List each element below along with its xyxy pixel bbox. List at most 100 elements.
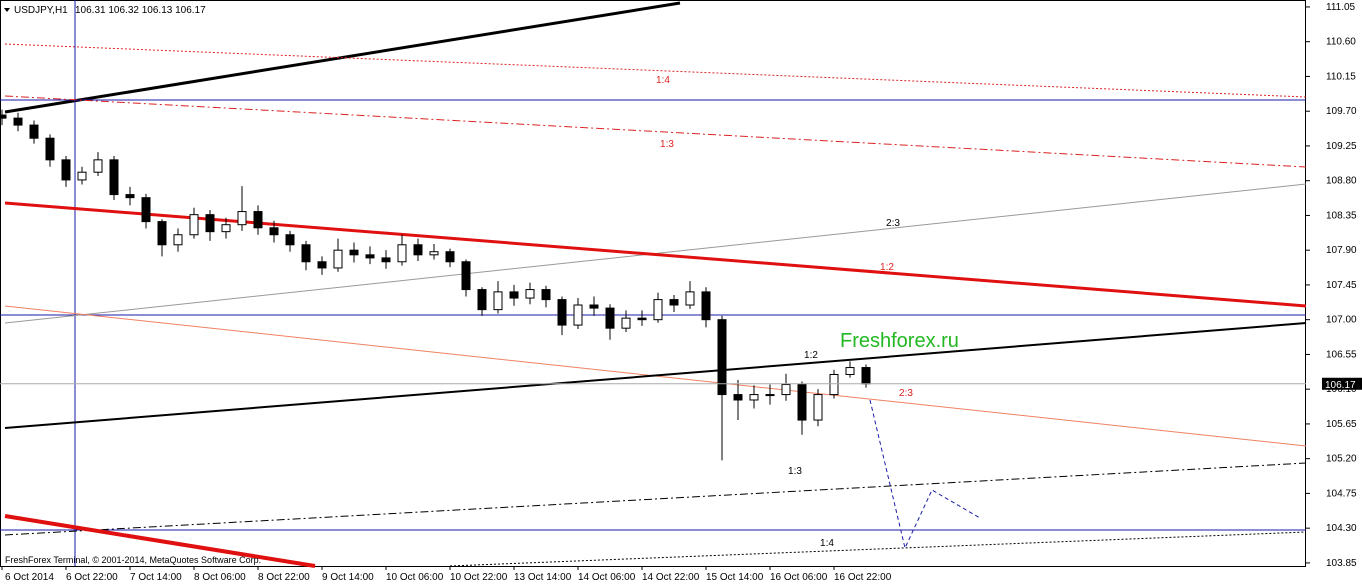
y-tick-label: 111.05 bbox=[1326, 2, 1356, 13]
x-tick-label: 7 Oct 14:00 bbox=[130, 572, 182, 583]
candle-body bbox=[509, 291, 519, 299]
candle-body bbox=[813, 394, 823, 421]
candle-body bbox=[861, 367, 871, 385]
candle-body bbox=[109, 159, 119, 196]
candle-body bbox=[477, 289, 487, 311]
fan-line bbox=[4, 43, 1307, 98]
candle-body bbox=[461, 261, 471, 291]
y-tick-label: 104.75 bbox=[1326, 488, 1357, 499]
plot-frame bbox=[0, 0, 1306, 567]
fan-line bbox=[4, 201, 1307, 308]
x-tick-label: 16 Oct 22:00 bbox=[834, 572, 892, 583]
watermark: Freshforex.ru bbox=[840, 330, 959, 352]
candle-body bbox=[829, 374, 839, 396]
fan-line bbox=[4, 95, 1307, 168]
candle-body bbox=[237, 211, 247, 226]
candle-body bbox=[301, 244, 311, 263]
y-tick-label: 110.60 bbox=[1326, 37, 1356, 48]
candle-body bbox=[797, 384, 807, 421]
menu-arrow[interactable] bbox=[4, 8, 10, 12]
y-tick-label: 107.00 bbox=[1326, 315, 1357, 326]
candle-body bbox=[125, 194, 135, 199]
x-tick-label: 16 Oct 06:00 bbox=[770, 572, 828, 583]
candle-body bbox=[253, 211, 263, 229]
y-tick-label: 103.85 bbox=[1326, 558, 1357, 569]
candle-body bbox=[653, 299, 663, 321]
fan-line bbox=[4, 462, 1307, 536]
current-price-box bbox=[1322, 377, 1362, 390]
y-tick-label: 107.90 bbox=[1326, 245, 1357, 256]
candle-body bbox=[349, 249, 359, 256]
y-tick-label: 105.20 bbox=[1326, 454, 1357, 465]
candle-body bbox=[45, 137, 55, 161]
candle-body bbox=[733, 394, 743, 401]
candle-body bbox=[93, 159, 103, 173]
candle-body bbox=[605, 307, 615, 329]
x-tick-label: 15 Oct 14:00 bbox=[706, 572, 764, 583]
candle-body bbox=[845, 367, 855, 376]
candle-body bbox=[157, 221, 167, 246]
y-tick-label: 110.15 bbox=[1326, 71, 1356, 82]
annotation: 1:2 bbox=[880, 262, 894, 273]
y-tick-label: 109.25 bbox=[1326, 141, 1357, 152]
candle-body bbox=[317, 261, 327, 269]
candle-body bbox=[365, 254, 375, 259]
candle-body bbox=[621, 317, 631, 329]
annotation: 1:4 bbox=[820, 538, 834, 549]
candle-body bbox=[429, 251, 439, 256]
candle-body bbox=[701, 291, 711, 321]
footer: FreshForex Terminal, © 2001-2014, MetaQu… bbox=[5, 555, 261, 565]
candle-body bbox=[141, 197, 151, 223]
y-tick-label: 109.70 bbox=[1326, 106, 1357, 117]
candle-body bbox=[413, 244, 423, 256]
candle-body bbox=[541, 289, 551, 301]
candle-body bbox=[669, 299, 679, 306]
candle-body bbox=[221, 224, 231, 233]
candle-body bbox=[781, 384, 791, 396]
candle-body bbox=[493, 291, 503, 311]
drawn-objects bbox=[0, 0, 1307, 568]
trend-line bbox=[4, 514, 316, 568]
candle-body bbox=[13, 117, 23, 126]
candle-body bbox=[717, 319, 727, 396]
candle-body bbox=[173, 234, 183, 246]
y-tick-label: 107.45 bbox=[1326, 280, 1357, 291]
candle-body bbox=[381, 257, 391, 263]
fan-line bbox=[449, 531, 1307, 567]
annotation: 2:3 bbox=[899, 388, 913, 399]
x-tick-label: 9 Oct 14:00 bbox=[322, 572, 374, 583]
x-tick-label: 8 Oct 22:00 bbox=[258, 572, 310, 583]
current-price-label: 106.17 bbox=[1325, 380, 1356, 391]
x-tick-label: 13 Oct 14:00 bbox=[514, 572, 572, 583]
candle-body bbox=[637, 317, 647, 321]
candle-body bbox=[333, 249, 343, 269]
candle-body bbox=[397, 244, 407, 263]
candle-body bbox=[77, 171, 87, 181]
candle-body bbox=[269, 227, 279, 236]
annotation: 1:4 bbox=[656, 75, 670, 86]
forecast-path bbox=[869, 399, 981, 550]
candle-body bbox=[445, 251, 455, 263]
y-tick-label: 104.30 bbox=[1326, 523, 1357, 534]
candle-body bbox=[525, 289, 535, 299]
candle-body bbox=[589, 304, 599, 309]
y-tick-label: 108.35 bbox=[1326, 210, 1357, 221]
candle-body bbox=[765, 394, 775, 397]
x-tick-label: 10 Oct 06:00 bbox=[386, 572, 444, 583]
candle-body bbox=[189, 214, 199, 236]
annotation: 1:3 bbox=[660, 139, 674, 150]
x-tick-label: 8 Oct 06:00 bbox=[194, 572, 246, 583]
candle-body bbox=[749, 394, 759, 401]
ohlc-text: 106.31 106.32 106.13 106.17 bbox=[75, 5, 206, 16]
x-tick-label: 14 Oct 06:00 bbox=[578, 572, 636, 583]
x-tick-label: 14 Oct 22:00 bbox=[642, 572, 700, 583]
x-tick-label: 10 Oct 22:00 bbox=[450, 572, 508, 583]
x-tick-label: 6 Oct 2014 bbox=[5, 572, 54, 583]
annotation: 1:3 bbox=[788, 466, 802, 477]
annotation: 1:2 bbox=[804, 350, 818, 361]
fan-line bbox=[4, 322, 1307, 429]
candle-body bbox=[685, 291, 695, 306]
candle-body bbox=[557, 299, 567, 326]
